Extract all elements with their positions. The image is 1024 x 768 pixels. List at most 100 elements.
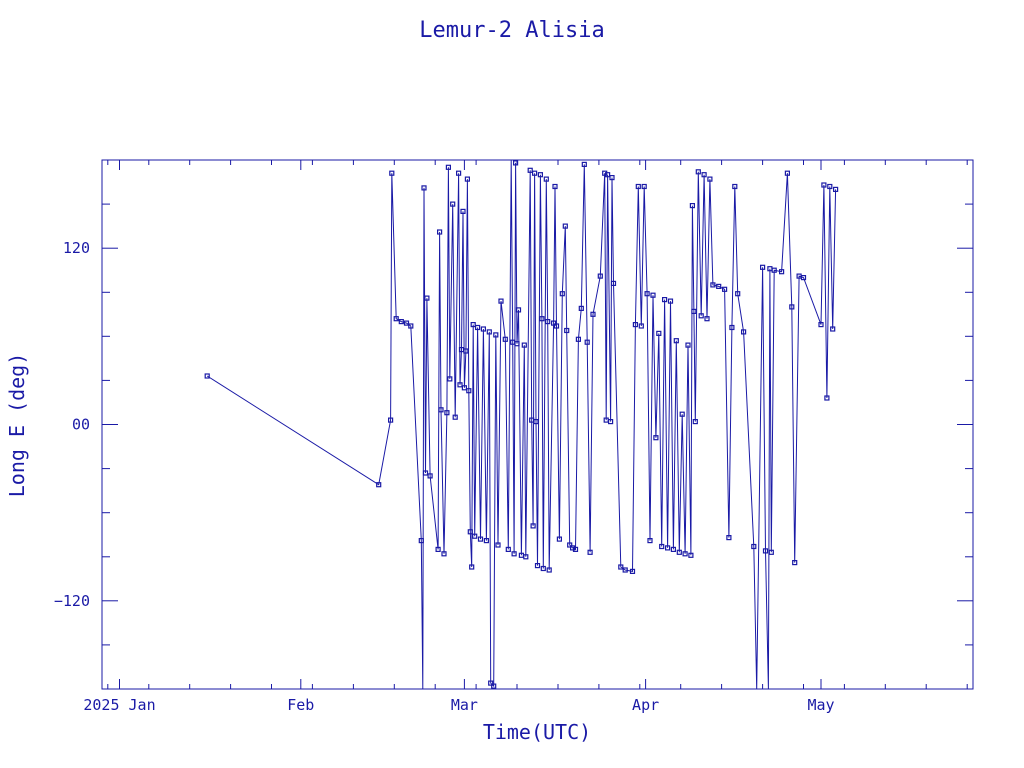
axis-ticks [102, 160, 973, 689]
data-point [670, 546, 677, 553]
data-point [408, 323, 414, 329]
data-point [393, 316, 399, 322]
x-axis-tick-labels: 2025 Jan Feb Mar Apr May [83, 696, 834, 714]
data-point [511, 551, 517, 557]
data-point [609, 175, 615, 181]
data-point [418, 537, 424, 544]
data-point [578, 305, 584, 311]
data-point [597, 273, 603, 279]
data-point [534, 562, 541, 569]
data-point [398, 319, 404, 325]
y-axis-tick-labels: −120 00 120 [54, 239, 90, 610]
data-point [483, 537, 489, 544]
data-point [389, 170, 395, 176]
data-point [477, 536, 484, 542]
data-point [444, 410, 450, 416]
data-point [530, 523, 536, 529]
data-point [721, 286, 728, 292]
data-point [457, 382, 463, 388]
plot-area [101, 159, 974, 690]
data-point [376, 482, 382, 488]
data-point [475, 324, 481, 331]
data-point [441, 551, 447, 557]
data-point [778, 269, 785, 275]
data-point [581, 161, 587, 167]
data-point [740, 329, 747, 335]
data-point [629, 568, 636, 575]
data-point [695, 169, 701, 175]
chart-title: Lemur-2 Alisia [419, 18, 604, 43]
data-point [537, 172, 544, 178]
data-point [604, 172, 611, 178]
data-point [685, 342, 691, 348]
data-point [818, 322, 824, 328]
data-point [437, 229, 443, 235]
data-point [486, 329, 492, 335]
x-axis-title: Time(UTC) [483, 720, 591, 744]
data-point [768, 549, 774, 555]
data-point [527, 167, 533, 173]
y-axis-title: Long E (deg) [5, 353, 29, 498]
data-point [676, 549, 682, 555]
data-point [661, 297, 668, 303]
data-point [682, 551, 688, 557]
data-point [553, 323, 560, 329]
data-point [422, 470, 429, 476]
data-point [531, 170, 538, 176]
data-point [488, 680, 494, 686]
data-point [556, 536, 563, 542]
data-point [607, 419, 614, 425]
data-point [521, 342, 527, 348]
data-point [388, 417, 394, 423]
data-point [590, 311, 596, 317]
data-point [464, 176, 470, 182]
data-point [584, 339, 590, 345]
data-point [460, 208, 466, 214]
data-point [424, 295, 430, 301]
data-point [691, 308, 697, 314]
data-point [659, 543, 665, 550]
data-point [667, 298, 674, 304]
data-point [498, 298, 504, 304]
series-line [206, 160, 837, 689]
data-point [729, 324, 735, 331]
data-point [647, 537, 653, 544]
data-point [751, 543, 757, 550]
y-tick-label: −120 [54, 592, 90, 610]
data-point [502, 336, 508, 342]
data-point [824, 395, 830, 401]
x-tick-label: Mar [451, 696, 478, 714]
data-point [435, 546, 441, 553]
data-point [689, 203, 696, 209]
data-point [539, 316, 545, 322]
data-point [493, 332, 499, 338]
data-point [622, 567, 628, 573]
data-points [204, 160, 839, 689]
data-point [635, 183, 641, 190]
data-point [546, 567, 552, 573]
data-point [679, 411, 685, 417]
data-point [800, 275, 807, 281]
data-point [562, 223, 568, 229]
y-tick-label: 120 [63, 239, 90, 257]
data-point [735, 291, 741, 297]
data-point [789, 304, 795, 310]
data-point [533, 419, 539, 425]
data-point [463, 348, 469, 354]
data-point [403, 320, 410, 326]
data-point [664, 545, 671, 551]
data-point [204, 373, 210, 379]
data-point [641, 183, 647, 190]
data-point [447, 376, 453, 382]
data-point [653, 435, 659, 441]
data-point [726, 534, 732, 541]
data-point [514, 341, 520, 347]
data-point [505, 546, 511, 553]
data-point [710, 282, 716, 288]
data-point [427, 473, 433, 479]
data-point [567, 542, 573, 548]
data-point [450, 201, 456, 207]
data-point [610, 280, 617, 286]
data-point [792, 559, 798, 566]
data-point [632, 322, 639, 328]
